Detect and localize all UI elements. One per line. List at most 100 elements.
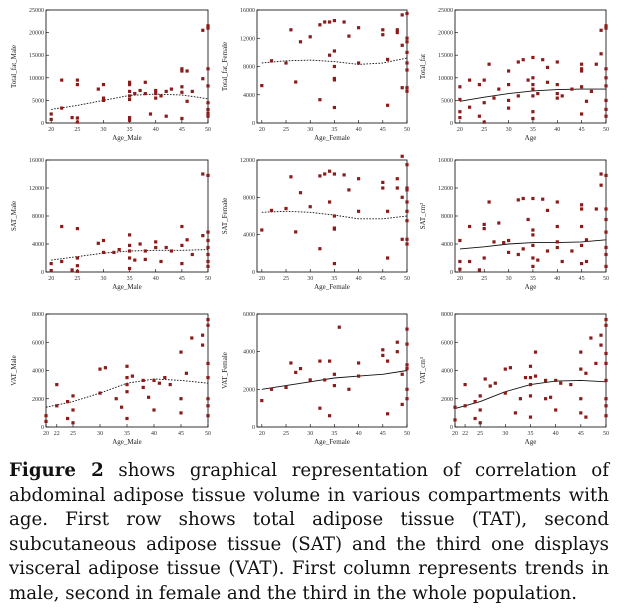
data-point [128,256,132,260]
data-point [66,416,70,421]
data-point [206,323,210,327]
y-tick-label: 16000 [29,158,44,164]
y-tick-label: 0 [450,270,453,276]
data-point [526,217,530,222]
data-point [298,191,303,195]
x-tick-label: 35 [331,127,337,133]
scatter-panel-2-1: 0 4000 8000 12000 16000 20 25 30 35 40 45 50 Age_Mal… [10,158,211,291]
x-tick-label: 30 [307,431,313,437]
data-point [559,381,563,385]
data-point [185,238,189,242]
data-point [507,83,511,87]
data-point [492,240,496,244]
data-point [328,169,332,173]
data-point [98,367,102,371]
x-tick-label: 20 [457,127,463,133]
data-point [405,36,409,40]
data-point [554,378,558,382]
data-point [482,120,486,124]
data-point [599,28,603,32]
y-tick-label: 16000 [438,158,453,164]
x-axis-label: Age [525,283,537,291]
data-point [125,383,129,387]
plot-frame [256,9,408,124]
data-point [342,20,346,24]
data-point [604,114,608,118]
data-point [604,318,608,322]
data-point [206,67,210,71]
data-point [328,414,332,418]
data-point [164,89,168,93]
y-axis-label: SAT_Male [10,201,18,231]
data-point [507,69,511,73]
y-tick-label: 15000 [438,53,453,59]
x-tick-label: 22 [462,431,468,437]
data-point [101,96,106,100]
data-point [503,391,507,395]
data-point [405,11,409,16]
data-point [528,394,533,398]
x-tick-label: 25 [74,276,80,282]
data-point [604,361,608,365]
plot-frame [45,313,209,428]
y-axis-label: Total_fat_Female [221,42,229,91]
data-point [473,400,477,404]
x-axis-label: Age_Female [314,283,350,291]
data-point [604,26,608,30]
data-point [180,67,184,71]
data-point [148,112,153,116]
data-point [604,323,608,327]
data-point [482,227,486,231]
data-point [49,269,53,273]
data-point [328,359,332,363]
x-axis-label: Age_Male [112,134,142,142]
data-point [206,318,210,322]
data-point [531,256,535,260]
x-tick-label: 50 [603,276,609,282]
data-point [152,408,156,412]
data-point [185,69,189,73]
x-tick-label: 45 [179,127,185,133]
y-tick-label: 10000 [438,76,453,82]
data-point [98,391,102,395]
data-point [332,227,336,231]
y-tick-label: 0 [41,425,44,431]
data-point [332,78,336,82]
y-tick-label: 0 [252,121,255,127]
data-point [154,245,158,250]
data-point [357,26,361,30]
data-point [503,367,507,371]
data-point [560,259,564,264]
data-point [483,377,487,381]
data-point [395,31,399,35]
y-axis-label: VAT_cm³ [419,357,427,384]
data-point [570,87,574,91]
data-point [318,23,322,27]
data-point [138,242,142,246]
data-point [332,372,336,376]
data-point [386,256,390,260]
data-point [159,94,163,98]
data-point [55,404,59,408]
data-point [260,84,264,88]
data-point [580,62,584,66]
data-point [477,83,481,87]
data-point [260,399,264,403]
x-tick-label: 30 [506,127,512,133]
data-point [507,250,511,254]
data-point [206,361,210,365]
data-point [381,33,385,37]
data-point [545,80,550,84]
data-point [180,69,184,73]
x-tick-label: 30 [307,276,313,282]
data-point [400,195,404,199]
data-point [386,209,390,213]
data-point [468,224,472,229]
plot-frame [256,313,408,428]
data-point [141,385,145,389]
data-point [75,116,79,120]
data-point [604,397,608,401]
data-point [96,241,100,245]
data-point [206,264,210,268]
y-tick-label: 6000 [441,340,453,346]
